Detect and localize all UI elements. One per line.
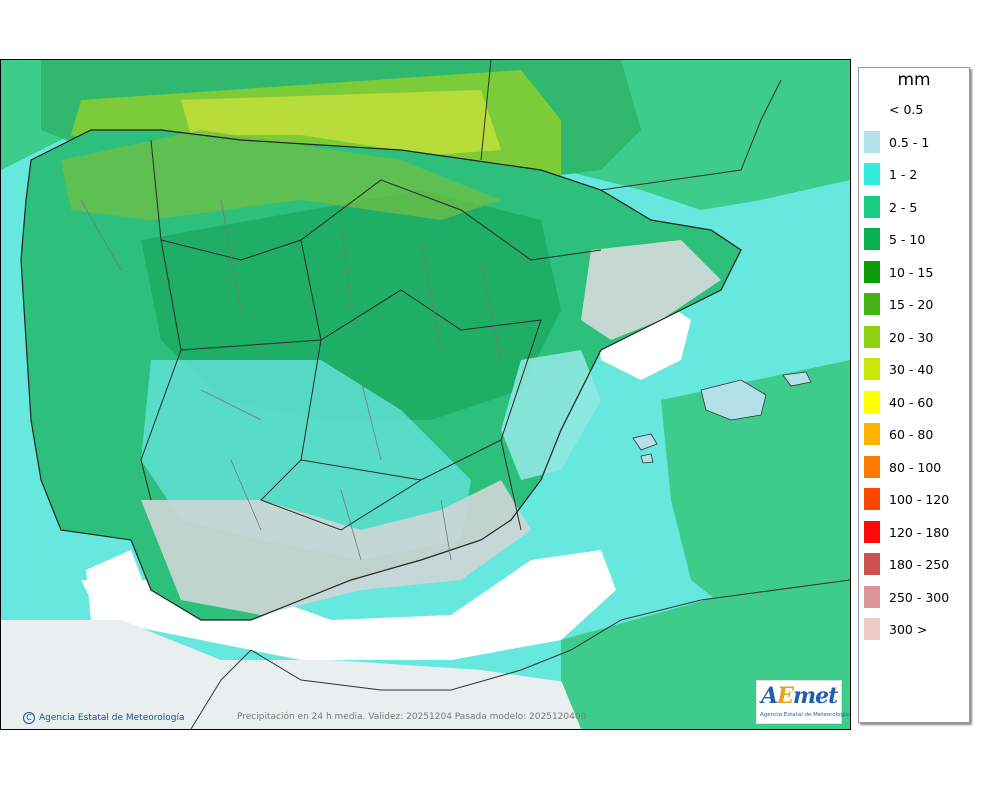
logo-subtitle: Agencia Estatal de Meteorología [760, 712, 849, 718]
legend-swatch [864, 163, 880, 185]
iberia-east-grey [581, 240, 721, 340]
legend-item: 120 - 180 [864, 520, 969, 543]
legend-swatch [864, 488, 880, 510]
legend-swatch [864, 325, 880, 348]
legend-label: 40 - 60 [889, 394, 934, 410]
legend-item: 250 - 300 [864, 585, 969, 608]
logo-brand: AEmet [761, 683, 838, 709]
legend-unit: mm [897, 70, 931, 90]
ibiza [632, 433, 658, 451]
province-borders [80, 199, 502, 561]
legend-swatch [864, 618, 880, 640]
legend-swatch [864, 130, 880, 153]
atlantic-dry-zone [86, 550, 146, 635]
legend-label: 250 - 300 [889, 589, 950, 605]
legend-item: 0.5 - 1 [864, 130, 969, 153]
legend-swatch [864, 423, 880, 445]
legend-item: 180 - 250 [864, 553, 969, 575]
copyright-notice: C Agencia Estatal de Meteorología [23, 712, 185, 724]
legend-swatch [864, 358, 880, 380]
legend-swatch [864, 195, 880, 218]
legend-label: 300 > [889, 622, 928, 637]
legend-label: 5 - 10 [889, 232, 926, 247]
iberia-north-lime [61, 130, 501, 220]
legend-swatch [864, 98, 880, 120]
legend-swatch [864, 390, 880, 413]
copyright-icon: C [23, 712, 35, 724]
coastline [20, 129, 742, 621]
morocco-dry-zone [1, 620, 621, 729]
legend-item: 300 > [864, 618, 969, 640]
mallorca [700, 379, 767, 421]
iberia-east-cyan [501, 350, 601, 480]
france-coast [480, 60, 782, 191]
precipitation-legend: mm < 0.5 0.5 - 1 1 - 2 2 - 5 5 - 10 10 - 15 15… [858, 67, 970, 723]
east-sea-green [661, 360, 850, 620]
legend-label: 120 - 180 [889, 524, 950, 540]
legend-label: 1 - 2 [889, 167, 918, 182]
legend-swatch [864, 455, 880, 478]
legend-item: < 0.5 [864, 98, 969, 120]
formentera [640, 453, 654, 464]
legend-label: 10 - 15 [889, 264, 934, 280]
biscay-yellow-band [181, 90, 501, 155]
legend-swatch [864, 585, 880, 608]
legend-item: 15 - 20 [864, 293, 969, 315]
legend-label: 20 - 30 [889, 329, 934, 345]
legend-item: 1 - 2 [864, 163, 969, 185]
legend-swatch [864, 228, 880, 250]
legend-swatch [864, 260, 880, 283]
legend-item: 80 - 100 [864, 455, 969, 478]
legend-item: 40 - 60 [864, 390, 969, 413]
legend-label: 15 - 20 [889, 297, 934, 312]
legend-label: 30 - 40 [889, 362, 934, 377]
legend-label: 60 - 80 [889, 427, 934, 442]
legend-item: 2 - 5 [864, 195, 969, 218]
map-canvas [1, 60, 850, 729]
legend-swatch [864, 293, 880, 315]
legend-item: 10 - 15 [864, 260, 969, 283]
menorca [782, 371, 812, 387]
legend-swatch [864, 553, 880, 575]
legend-label: 100 - 120 [889, 492, 950, 507]
precipitation-map: C Agencia Estatal de Meteorología Precipi… [0, 59, 851, 730]
legend-label: < 0.5 [889, 102, 924, 117]
africa-coast [250, 579, 850, 691]
legend-item: 20 - 30 [864, 325, 969, 348]
legend-item: 100 - 120 [864, 488, 969, 510]
iberia-southeast-grey [141, 480, 531, 615]
legend-label: 2 - 5 [889, 199, 918, 215]
legend-swatch [864, 520, 880, 543]
legend-item: 60 - 80 [864, 423, 969, 445]
legend-item: 30 - 40 [864, 358, 969, 380]
legend-label: 180 - 250 [889, 557, 950, 572]
legend-item: 5 - 10 [864, 228, 969, 250]
med-dry-zone-south [81, 550, 616, 660]
morocco-atlantic-coast [190, 649, 252, 729]
map-caption: Precipitación en 24 h media. Validez: 20… [237, 712, 587, 722]
legend-label: 0.5 - 1 [889, 134, 930, 150]
region-borders [140, 139, 602, 531]
legend-label: 80 - 100 [889, 459, 942, 475]
copyright-text: Agencia Estatal de Meteorología [39, 713, 185, 723]
aemet-logo: AEmet Agencia Estatal de Meteorología [756, 680, 849, 724]
